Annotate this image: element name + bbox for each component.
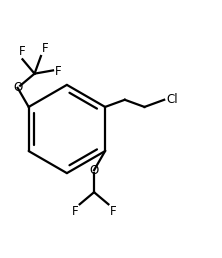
Text: F: F [19, 45, 26, 58]
Text: F: F [110, 205, 116, 218]
Text: Cl: Cl [166, 93, 178, 106]
Text: F: F [55, 64, 61, 78]
Text: F: F [42, 42, 49, 55]
Text: O: O [13, 81, 22, 94]
Text: F: F [72, 205, 78, 218]
Text: O: O [89, 164, 99, 177]
